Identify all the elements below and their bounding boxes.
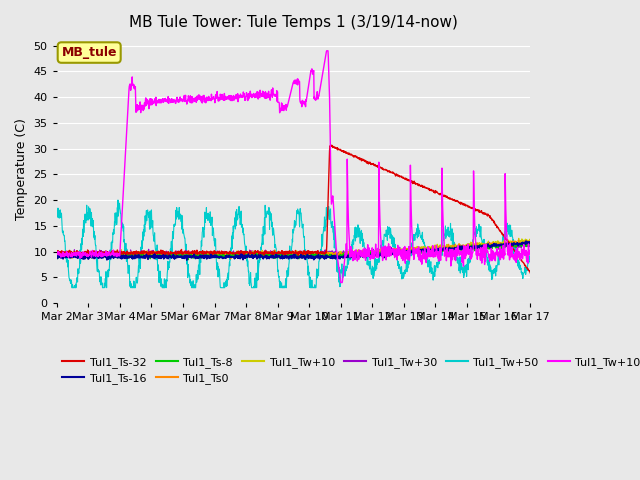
Legend: Tul1_Ts-32, Tul1_Ts-16, Tul1_Ts-8, Tul1_Ts0, Tul1_Tw+10, Tul1_Tw+30, Tul1_Tw+50,: Tul1_Ts-32, Tul1_Ts-16, Tul1_Ts-8, Tul1_… xyxy=(62,357,640,384)
Text: MB_tule: MB_tule xyxy=(61,46,117,59)
Y-axis label: Temperature (C): Temperature (C) xyxy=(15,118,28,220)
Title: MB Tule Tower: Tule Temps 1 (3/19/14-now): MB Tule Tower: Tule Temps 1 (3/19/14-now… xyxy=(129,15,458,30)
